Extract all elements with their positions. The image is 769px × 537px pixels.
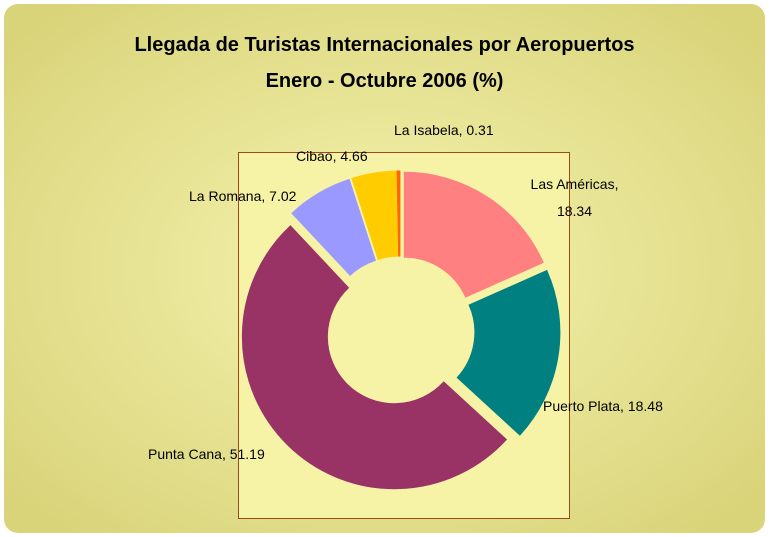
donut-slice xyxy=(456,269,561,436)
data-label: Puerto Plata, 18.48 xyxy=(543,398,663,414)
donut-slice xyxy=(403,171,544,298)
donut-slice xyxy=(351,170,398,260)
donut-slice xyxy=(241,225,508,490)
data-label: Las Américas, 18.34 xyxy=(530,176,619,219)
donut-slice xyxy=(396,170,401,257)
data-label: Cibao, 4.66 xyxy=(296,148,368,164)
donut-slice xyxy=(291,178,376,276)
donut xyxy=(241,170,561,490)
chart-title: Llegada de Turistas Internacionales por … xyxy=(134,34,635,56)
data-label: La Romana, 7.02 xyxy=(189,188,297,204)
data-label: Punta Cana, 51.19 xyxy=(148,446,265,462)
data-label: La Isabela, 0.31 xyxy=(394,122,494,138)
chart-subtitle: Enero - Octubre 2006 (%) xyxy=(265,70,504,92)
